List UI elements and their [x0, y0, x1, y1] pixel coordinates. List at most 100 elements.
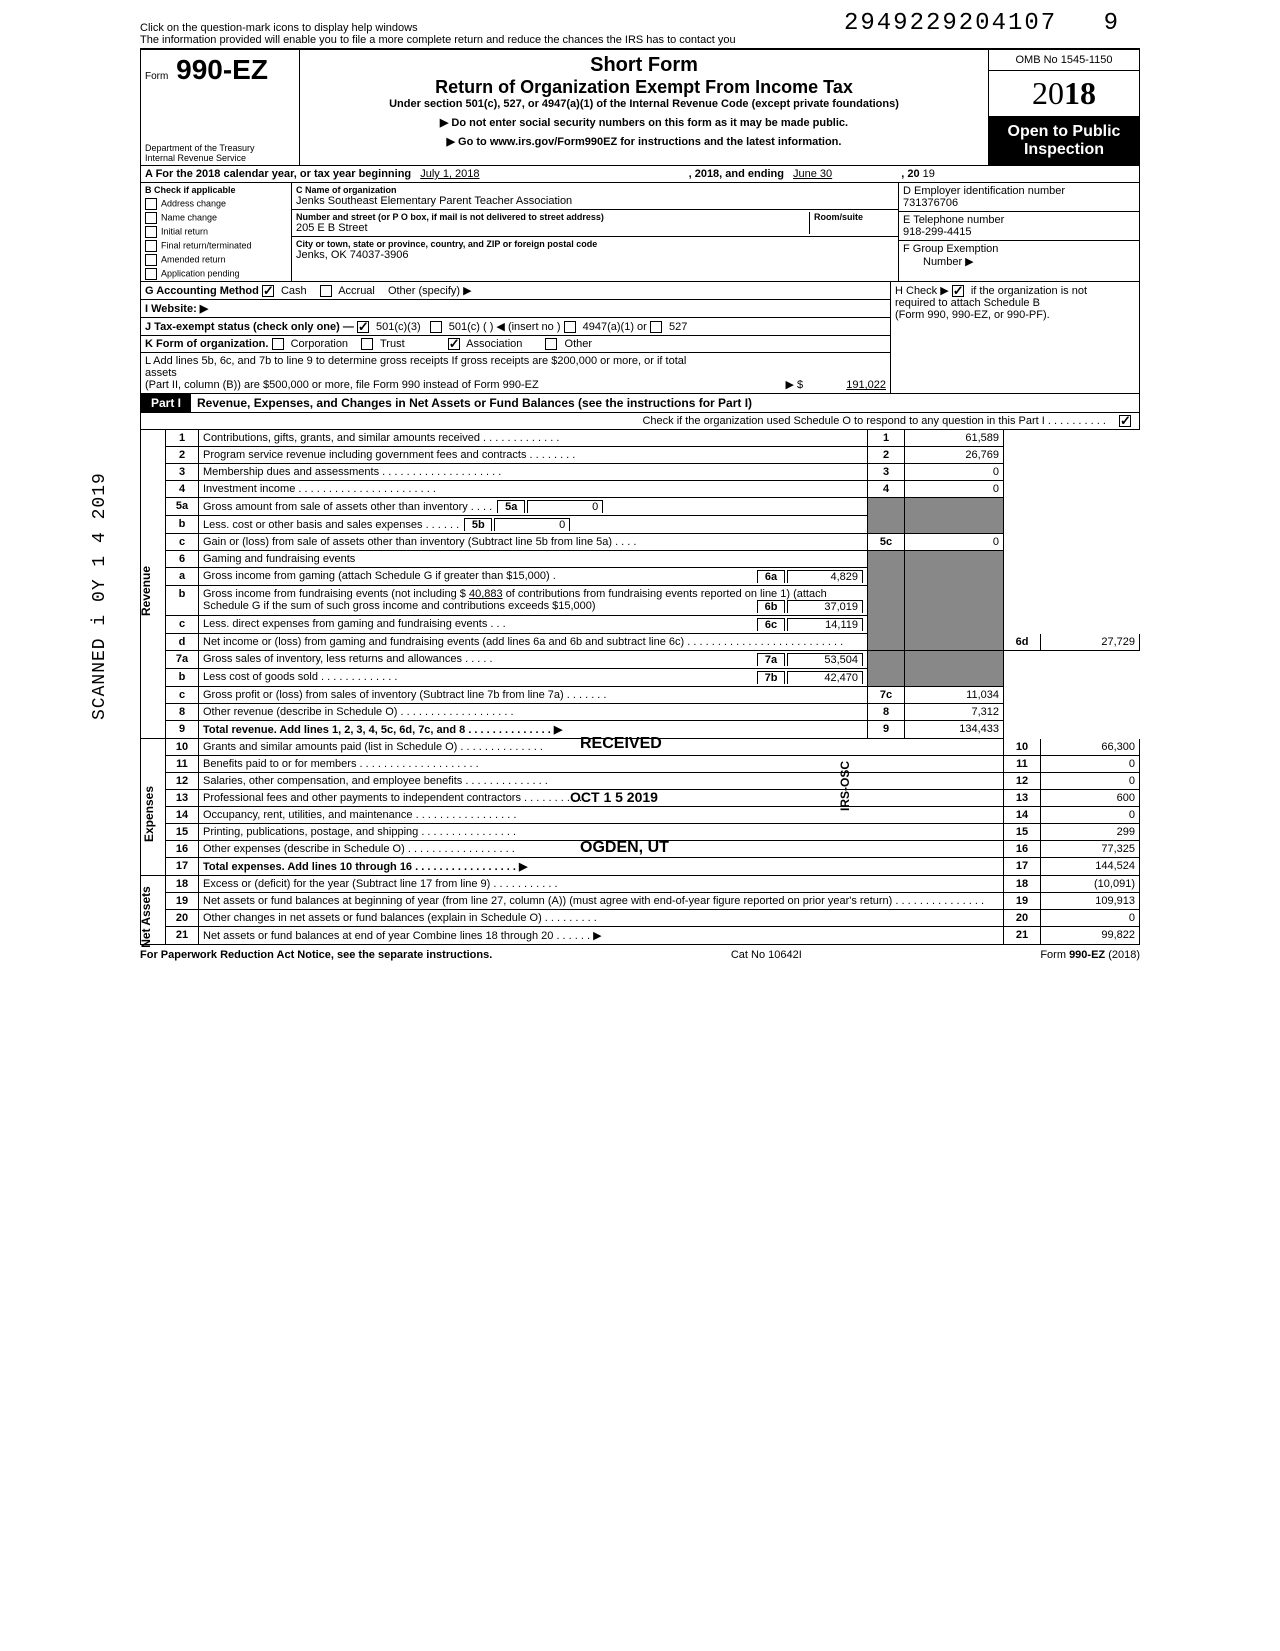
row-3: 3Membership dues and assessments . . . .… — [166, 464, 1140, 481]
row-8: 8Other revenue (describe in Schedule O) … — [166, 704, 1140, 721]
row-15: 15Printing, publications, postage, and s… — [166, 824, 1140, 841]
dept-line2: Internal Revenue Service — [145, 153, 255, 163]
check-501c3[interactable] — [357, 321, 369, 333]
footer-left: For Paperwork Reduction Act Notice, see … — [140, 949, 492, 961]
part-1-check-text: Check if the organization used Schedule … — [642, 415, 1105, 427]
footer-right: Form 990-EZ (2018) — [1040, 949, 1140, 961]
short-form-title: Short Form — [308, 54, 980, 77]
row-7c: cGross profit or (loss) from sales of in… — [166, 687, 1140, 704]
row-2: 2Program service revenue including gover… — [166, 447, 1140, 464]
row-20: 20Other changes in net assets or fund ba… — [166, 910, 1140, 927]
instruction-1: ▶ Do not enter social security numbers o… — [308, 116, 980, 129]
k-trust: Trust — [380, 338, 405, 350]
g-accrual: Accrual — [338, 285, 375, 297]
j-insert: ) ◀ (insert no ) — [490, 321, 561, 333]
j-4947: 4947(a)(1) or — [583, 321, 647, 333]
check-trust[interactable] — [361, 338, 373, 350]
lines-g-through-l: G Accounting Method Cash Accrual Other (… — [140, 282, 1140, 394]
check-initial-return[interactable]: Initial return — [141, 225, 291, 239]
row-19: 19Net assets or fund balances at beginni… — [166, 893, 1140, 910]
line-a: A For the 2018 calendar year, or tax yea… — [140, 166, 1140, 183]
line-l2: (Part II, column (B)) are $500,000 or mo… — [145, 379, 706, 391]
g-other: Other (specify) ▶ — [388, 285, 472, 297]
line-a-text-b: , 2018, and ending — [689, 168, 784, 180]
line-l-arrow: ▶ $ — [786, 379, 804, 391]
line-a-text-a: A For the 2018 calendar year, or tax yea… — [145, 168, 411, 180]
line-l1: L Add lines 5b, 6c, and 7b to line 9 to … — [145, 355, 706, 379]
dept-line1: Department of the Treasury — [145, 143, 255, 153]
net-assets-group: Net Assets 18Excess or (deficit) for the… — [140, 876, 1140, 945]
line-h4: (Form 990, 990-EZ, or 990-PF). — [895, 309, 1050, 321]
row-1: 1Contributions, gifts, grants, and simil… — [166, 430, 1140, 447]
room-label: Room/suite — [814, 212, 894, 222]
line-a-begin: July 1, 2018 — [414, 168, 485, 180]
check-amended-return[interactable]: Amended return — [141, 253, 291, 267]
check-association[interactable] — [448, 338, 460, 350]
form-number: Form 990-EZ — [145, 54, 295, 86]
check-other-org[interactable] — [545, 338, 557, 350]
doc-number-suffix: 9 — [1104, 10, 1120, 37]
subtitle: Under section 501(c), 527, or 4947(a)(1)… — [308, 98, 980, 110]
expenses-table: 10Grants and similar amounts paid (list … — [165, 739, 1140, 876]
check-application-pending[interactable]: Application pending — [141, 267, 291, 281]
row-11: 11Benefits paid to or for members . . . … — [166, 756, 1140, 773]
check-final-return[interactable]: Final return/terminated — [141, 239, 291, 253]
row-16: 16Other expenses (describe in Schedule O… — [166, 841, 1140, 858]
row-18: 18Excess or (deficit) for the year (Subt… — [166, 876, 1140, 893]
row-5a: 5aGross amount from sale of assets other… — [166, 498, 1140, 516]
row-5c: cGain or (loss) from sale of assets othe… — [166, 534, 1140, 551]
city-label: City or town, state or province, country… — [296, 239, 894, 249]
line-j-label: J Tax-exempt status (check only one) — — [145, 321, 354, 333]
check-name-change[interactable]: Name change — [141, 211, 291, 225]
f-label: F Group Exemption — [903, 243, 998, 255]
g-cash: Cash — [281, 285, 307, 297]
row-12: 12Salaries, other compensation, and empl… — [166, 773, 1140, 790]
check-address-change[interactable]: Address change — [141, 197, 291, 211]
row-4: 4Investment income . . . . . . . . . . .… — [166, 481, 1140, 498]
check-schedule-b[interactable] — [952, 285, 964, 297]
document-number: 2949229204107 9 — [844, 10, 1120, 37]
line-g-label: G Accounting Method — [145, 285, 259, 297]
line-i: I Website: ▶ — [145, 303, 208, 315]
check-accrual[interactable] — [320, 285, 332, 297]
street-value: 205 E B Street — [296, 222, 809, 234]
k-assoc: Association — [466, 338, 522, 350]
row-7a: 7aGross sales of inventory, less returns… — [166, 651, 1140, 669]
line-k-label: K Form of organization. — [145, 338, 268, 350]
check-schedule-o[interactable] — [1119, 415, 1131, 427]
line-l-value: 191,022 — [846, 379, 886, 391]
d-label: D Employer identification number — [903, 185, 1135, 197]
city-value: Jenks, OK 74037-3906 — [296, 249, 894, 261]
phone-value: 918-299-4415 — [903, 226, 1135, 238]
side-label-revenue: Revenue — [139, 566, 153, 616]
scanned-stamp: SCANNED i 0Y 1 4 2019 — [90, 472, 110, 720]
footer-center: Cat No 10642I — [731, 949, 802, 961]
e-label: E Telephone number — [903, 214, 1135, 226]
department-block: Department of the Treasury Internal Reve… — [145, 143, 255, 163]
b-header: B Check if applicable — [141, 183, 291, 197]
f-label2: Number ▶ — [923, 256, 974, 268]
row-21: 21Net assets or fund balances at end of … — [166, 927, 1140, 945]
form-number-text: 990-EZ — [176, 54, 268, 85]
c-label: C Name of organization — [296, 185, 894, 195]
check-cash[interactable] — [262, 285, 274, 297]
check-4947[interactable] — [564, 321, 576, 333]
row-14: 14Occupancy, rent, utilities, and mainte… — [166, 807, 1140, 824]
k-other: Other — [565, 338, 593, 350]
j-501c: 501(c) ( — [449, 321, 487, 333]
part-1-label: Part I — [141, 394, 191, 412]
open-public-1: Open to Public — [991, 123, 1137, 141]
j-501c3: 501(c)(3) — [376, 321, 421, 333]
tax-year: 2018 — [989, 71, 1139, 117]
footer: For Paperwork Reduction Act Notice, see … — [140, 945, 1140, 965]
side-label-netassets: Net Assets — [139, 887, 153, 949]
year-bold: 18 — [1064, 75, 1096, 111]
netassets-table: 18Excess or (deficit) for the year (Subt… — [165, 876, 1140, 945]
open-to-public: Open to Public Inspection — [989, 117, 1139, 165]
check-501c[interactable] — [430, 321, 442, 333]
check-corporation[interactable] — [272, 338, 284, 350]
line-h1: H Check ▶ — [895, 285, 949, 297]
revenue-table: 1Contributions, gifts, grants, and simil… — [165, 430, 1140, 739]
check-527[interactable] — [650, 321, 662, 333]
part-1-check-row: Check if the organization used Schedule … — [140, 413, 1140, 430]
